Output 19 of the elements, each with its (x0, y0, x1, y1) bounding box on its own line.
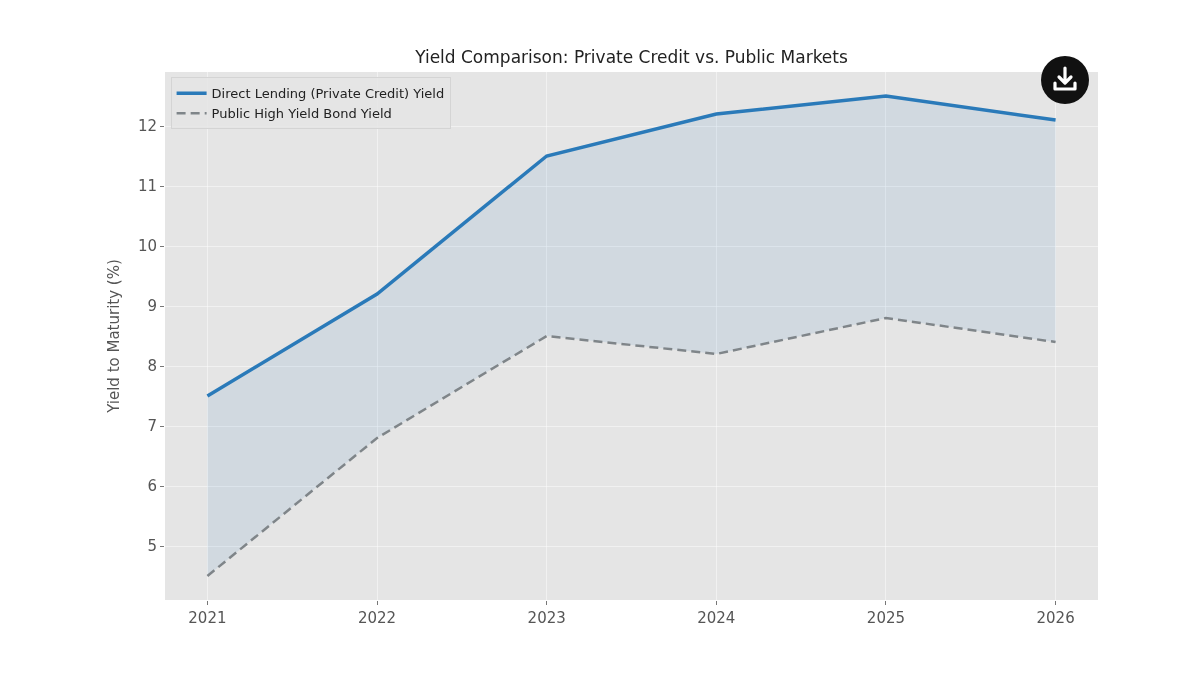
y-tick-label: 9 (147, 297, 157, 316)
legend-label: Public High Yield Bond Yield (211, 106, 392, 122)
y-tick-label: 6 (147, 477, 157, 496)
x-tick-label: 2023 (527, 609, 566, 627)
x-tick-label: 2025 (866, 609, 906, 627)
y-axis-title: Yield to Maturity (%) (105, 259, 124, 414)
y-tick-label: 7 (147, 417, 157, 436)
y-tick-label: 8 (147, 357, 157, 376)
y-tick-label: 12 (137, 117, 157, 136)
x-tick-label: 2022 (357, 609, 397, 627)
y-tick-label: 10 (137, 237, 157, 256)
y-tick-label: 11 (137, 177, 157, 196)
legend-label: Direct Lending (Private Credit) Yield (211, 86, 445, 102)
x-tick-label: 2024 (697, 609, 736, 627)
chart-title: Yield Comparison: Private Credit vs. Public Markets (414, 46, 848, 67)
x-tick-label: 2026 (1036, 609, 1075, 627)
y-tick-label: 5 (147, 537, 157, 556)
line-series (206, 316, 1057, 578)
x-tick-label: 2021 (188, 609, 227, 627)
